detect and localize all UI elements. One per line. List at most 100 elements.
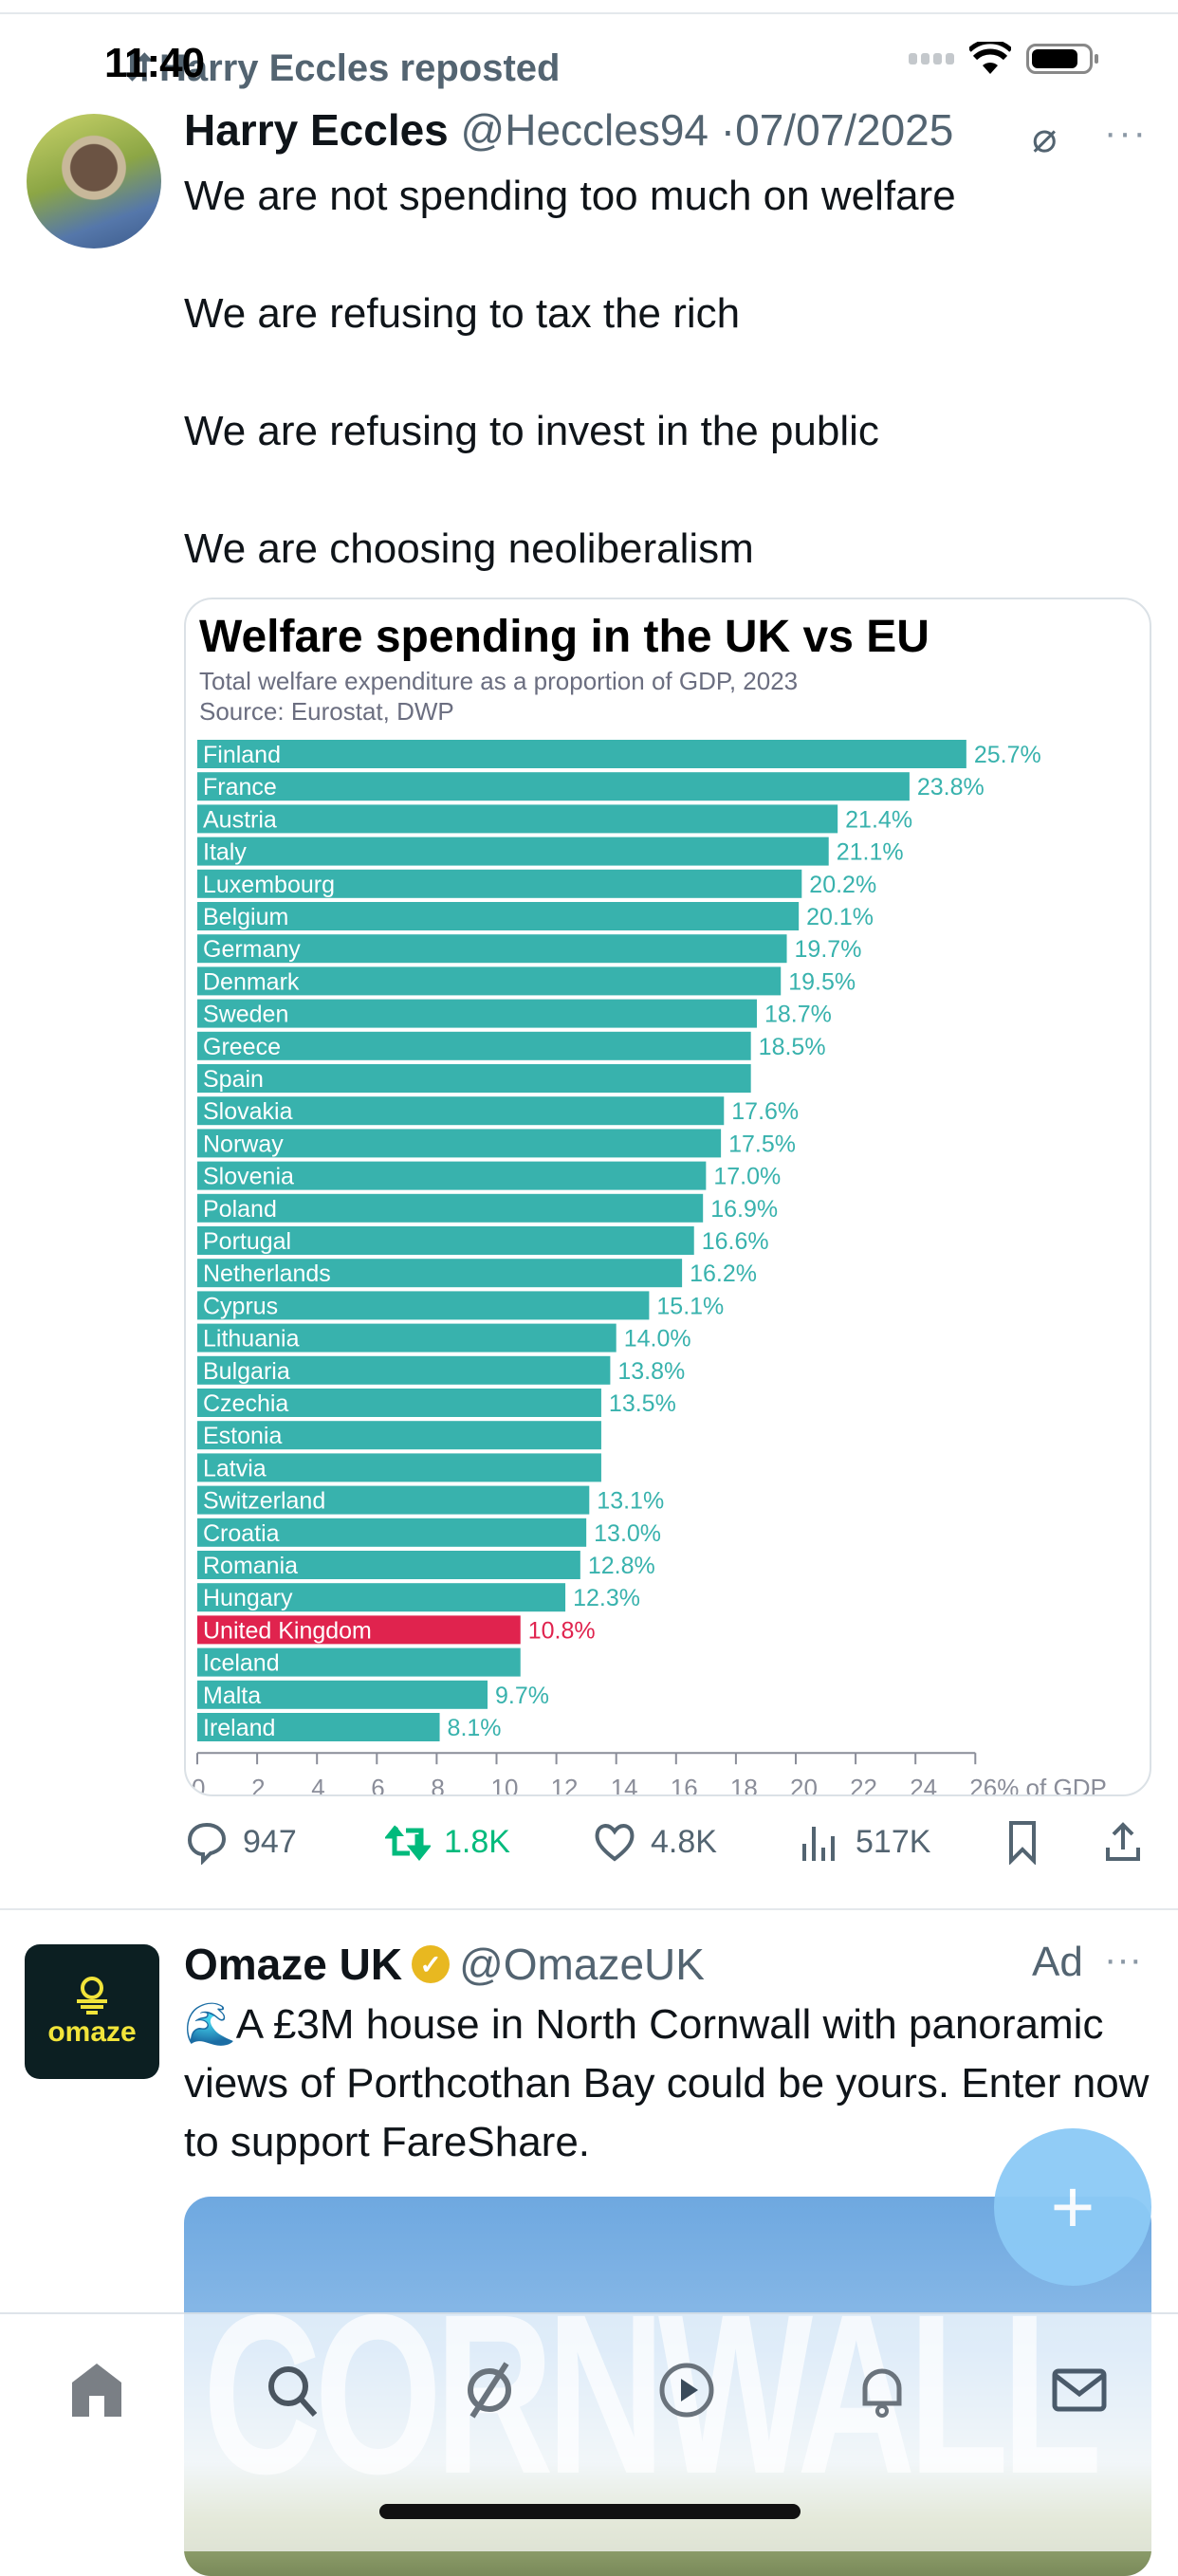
tab-video[interactable]	[649, 2352, 725, 2428]
bar-category-label: Estonia	[203, 1423, 282, 1449]
repost-banner[interactable]: ⮃ Harry Eccles reposted	[123, 47, 560, 90]
share-icon	[1106, 1822, 1140, 1861]
bar-value-label: 13.5%	[609, 1390, 676, 1417]
tweet-header: Harry Eccles @Heccles94 ·07/07/2025	[184, 104, 953, 156]
ad-more-options-icon[interactable]: ···	[1104, 1939, 1142, 1980]
omaze-logo-icon	[77, 1977, 107, 2015]
bar-category-label: Germany	[203, 936, 301, 963]
bar-category-label: Lithuania	[203, 1326, 300, 1352]
grok-icon[interactable]: ⌀	[1032, 115, 1058, 161]
x-tick-label: 2	[251, 1774, 265, 1794]
omaze-avatar[interactable]: omaze	[25, 1944, 159, 2079]
bar-value-label: 23.8%	[917, 774, 985, 800]
separator: ·	[720, 105, 736, 155]
ad-author-name[interactable]: Omaze UK	[184, 1940, 403, 1989]
repost-button[interactable]: 1.8K	[385, 1819, 510, 1865]
like-button[interactable]: 4.8K	[592, 1819, 717, 1865]
bar	[197, 772, 910, 801]
bar	[197, 934, 787, 964]
tab-notifications[interactable]	[844, 2352, 920, 2428]
bar-category-label: Luxembourg	[203, 872, 335, 898]
share-button[interactable]	[1100, 1819, 1146, 1865]
tweet-divider	[0, 1908, 1178, 1910]
x-tick-label: 14	[611, 1774, 638, 1794]
heart-icon	[595, 1824, 635, 1862]
avatar[interactable]	[27, 114, 161, 248]
bar-category-label: Slovenia	[203, 1164, 294, 1190]
repost-icon	[385, 1825, 431, 1862]
bar	[197, 1518, 587, 1547]
x-tick-label: 26% of GDP	[969, 1774, 1107, 1794]
repost-text: Harry Eccles reposted	[159, 47, 561, 89]
bar-value-label: 13.0%	[594, 1520, 661, 1547]
tab-grok[interactable]	[451, 2352, 527, 2428]
views-count: 517K	[856, 1823, 931, 1860]
bar	[197, 837, 829, 866]
reply-button[interactable]: 947	[184, 1819, 297, 1865]
bar	[197, 966, 782, 996]
bar-value-label: 12.8%	[588, 1553, 655, 1579]
bar	[197, 1323, 617, 1352]
bar-value-label: 9.7%	[495, 1683, 549, 1709]
tab-home[interactable]	[59, 2352, 135, 2428]
bar	[197, 1551, 580, 1579]
bookmark-icon	[1009, 1821, 1036, 1865]
bar-category-label: Austria	[203, 806, 277, 833]
bar-value-label: 25.7%	[974, 742, 1041, 768]
compose-button[interactable]: +	[994, 2128, 1151, 2286]
bar	[197, 999, 757, 1028]
bar-value-label: 10.8%	[528, 1617, 596, 1644]
bar	[197, 1355, 611, 1385]
bar-value-label: 17.0%	[713, 1164, 781, 1190]
tab-search[interactable]	[254, 2352, 330, 2428]
ad-label: Ad	[1032, 1939, 1083, 1985]
bar-chart: Finland 25.7% France 23.8% Austria 21.4% Italy…	[192, 740, 1107, 1794]
top-divider	[0, 12, 1178, 14]
bar	[197, 1291, 650, 1320]
reply-icon	[187, 1822, 227, 1865]
chart-image[interactable]: Welfare spending in the UK vs EU Total w…	[184, 598, 1151, 1796]
x-tick-label: 4	[311, 1774, 324, 1794]
ad-author-handle[interactable]: @OmazeUK	[459, 1940, 705, 1989]
tweet-actions: 947 1.8K 4.8K 517K	[184, 1819, 1151, 1876]
author-name[interactable]: Harry Eccles	[184, 105, 449, 155]
x-tick-label: 0	[192, 1774, 205, 1794]
bar-value-label: 21.1%	[837, 839, 904, 866]
search-icon	[268, 2366, 318, 2417]
bar-value-label: 19.7%	[795, 936, 862, 963]
bar	[197, 1615, 521, 1645]
signal-icon	[909, 53, 954, 64]
bar-value-label: 12.3%	[573, 1585, 640, 1611]
bar-value-label: 14.0%	[624, 1326, 691, 1352]
bar-value-label: 17.5%	[728, 1131, 796, 1157]
ad-text: 🌊A £3M house in North Cornwall with pano…	[184, 2001, 1150, 2165]
bar	[197, 902, 800, 930]
bar	[197, 740, 966, 768]
author-handle[interactable]: @Heccles94	[460, 105, 709, 155]
bar-category-label: Italy	[203, 839, 247, 866]
verified-badge-icon: ✓	[412, 1945, 451, 1983]
bar-value-label: 16.2%	[690, 1260, 757, 1287]
more-options-icon[interactable]: ···	[1104, 112, 1148, 154]
bar-category-label: Iceland	[203, 1650, 280, 1677]
bar	[197, 804, 838, 834]
bar-category-label: Hungary	[203, 1585, 293, 1611]
bar-value-label: 15.1%	[656, 1293, 724, 1319]
bookmark-button[interactable]	[1000, 1819, 1045, 1865]
bar	[197, 1389, 601, 1417]
bar-category-label: Latvia	[203, 1455, 267, 1481]
bar-value-label: 21.4%	[845, 806, 912, 833]
home-indicator[interactable]	[379, 2504, 801, 2519]
bar-category-label: Norway	[203, 1131, 284, 1157]
tweet-date[interactable]: 07/07/2025	[735, 105, 954, 155]
bar	[197, 1064, 751, 1093]
omaze-logo-text: omaze	[47, 2016, 137, 2048]
tab-messages[interactable]	[1041, 2352, 1117, 2428]
views-button[interactable]: 517K	[797, 1819, 930, 1865]
bar	[197, 1161, 707, 1190]
bar	[197, 1096, 725, 1126]
bar-category-label: Romania	[203, 1553, 298, 1579]
status-icons	[909, 42, 1098, 76]
chart-subtitle: Total welfare expenditure as a proportio…	[199, 666, 798, 727]
bar	[197, 1129, 722, 1158]
